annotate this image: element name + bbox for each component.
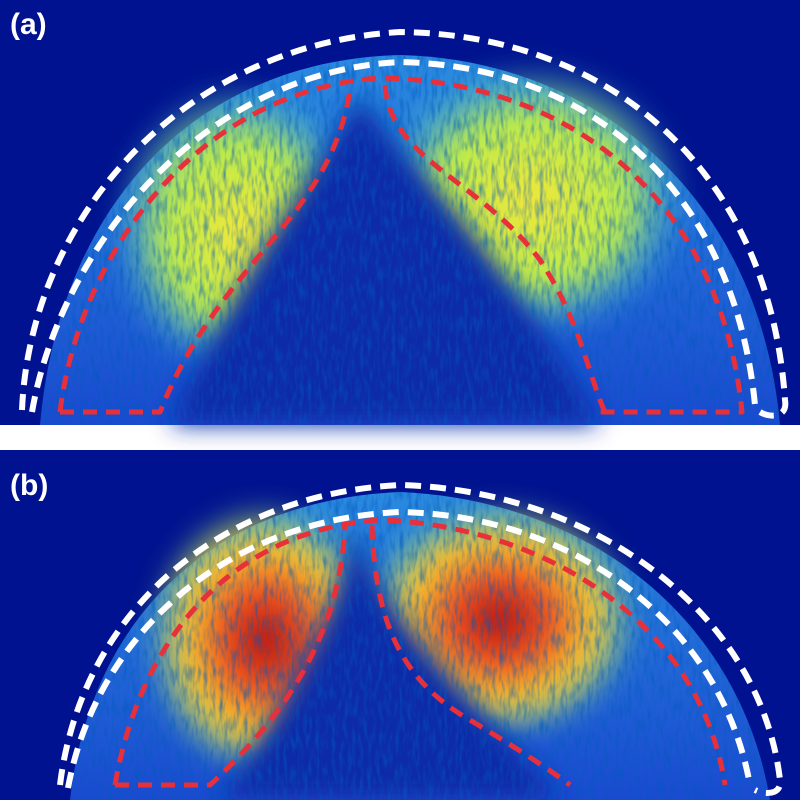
panel-label: (b) xyxy=(10,469,48,502)
outline-outer xyxy=(57,482,784,796)
panel-label: (a) xyxy=(10,8,47,41)
outline-red-outer xyxy=(57,75,745,415)
panel-b: (b) xyxy=(0,450,800,800)
outline-red-right xyxy=(382,84,608,414)
outline-red-right xyxy=(369,524,572,788)
outline-outer xyxy=(19,29,789,419)
panel-a: (a) xyxy=(0,0,800,425)
outline-red-left xyxy=(115,524,348,788)
texture xyxy=(70,492,770,800)
outline-inner xyxy=(29,59,758,413)
outline-red-left xyxy=(60,89,353,415)
outline-red-outer xyxy=(112,517,728,786)
texture xyxy=(40,55,780,425)
